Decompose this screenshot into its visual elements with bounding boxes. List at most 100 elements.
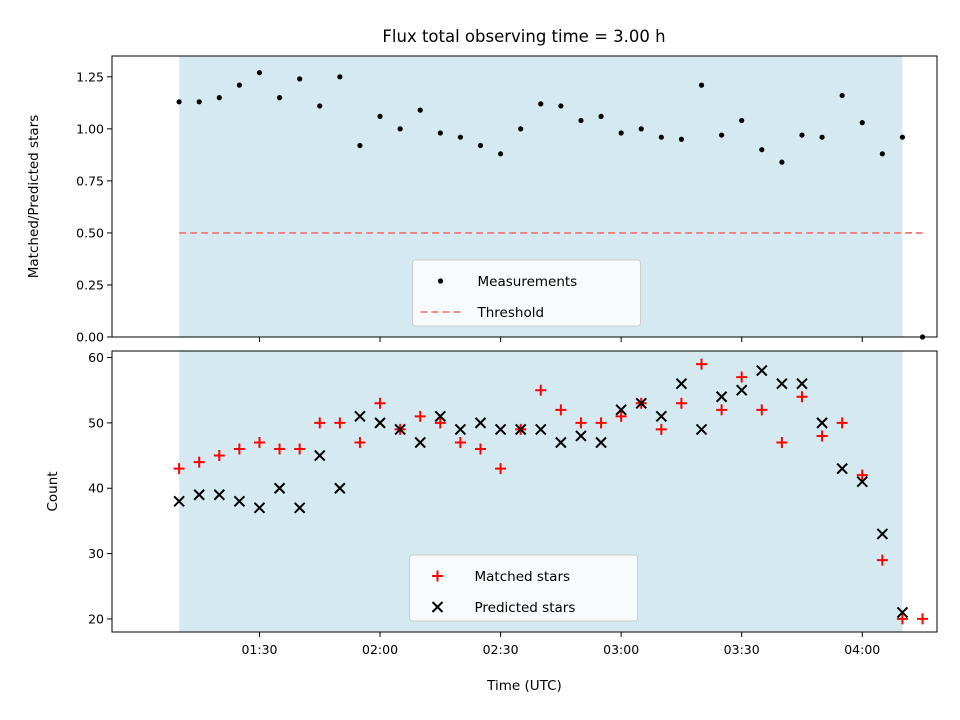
matched-point [495,463,507,475]
matched-point [655,423,667,435]
predicted-point [293,502,306,514]
measurement-point [196,99,202,105]
matched-point [253,436,265,448]
matched-point [193,456,205,468]
bottom-panel: 20 30 40 50 60 01:30 02:00 02:30 03:00 03:30 04:00… [45,350,938,694]
measurement-point [538,101,544,107]
measurement-point [417,107,423,113]
y-tick-label: 40 [88,481,104,496]
measurement-point [457,134,464,140]
matched-point [414,410,426,422]
y-tick-label: 50 [88,415,104,430]
legend-label: Measurements [478,274,578,290]
legend-box [409,554,638,622]
predicted-point [695,423,708,436]
predicted-point [816,417,828,429]
x-tick-label: 03:00 [603,642,639,657]
axes-frame [111,55,938,338]
legend-label: Matched stars [475,569,571,585]
predicted-point [876,528,889,540]
predicted-point [374,417,386,429]
predicted-point [414,436,426,449]
matched-point [896,613,908,625]
matched-point [213,450,225,462]
x-axis-label: Time (UTC) [486,678,562,694]
predicted-point [233,495,246,508]
measurement-point [859,120,865,126]
predicted-point [253,502,266,514]
predicted-point [514,423,527,436]
y-axis-label: Count [45,471,61,511]
predicted-point [193,489,205,501]
matched-point [856,469,868,481]
axes-frame [111,350,938,633]
y-tick-label: 0.00 [76,330,104,345]
matched-point [615,410,627,422]
matched-point [716,404,728,416]
y-tick-label: 0.50 [76,225,104,240]
measurement-point [739,117,745,124]
measurement-point [598,113,604,119]
series-predicted-stars [173,364,909,619]
y-tick-label: 20 [88,611,104,626]
matched-point [736,371,748,383]
legend-box [412,259,641,327]
measurement-point [437,130,443,136]
measurement-point [698,82,705,88]
top-panel: 0.00 0.25 0.50 0.75 1.00 1.25 Matched/Predicte… [26,55,938,345]
legend-predicted-marker [431,601,444,613]
matched-point [816,430,828,442]
x-tick-label: 02:30 [483,642,519,657]
y-tick-label: 0.25 [76,277,104,292]
measurement-point [216,95,222,101]
matched-point [233,443,245,455]
measurement-point [678,136,685,142]
measurement-point [658,134,664,140]
matched-point [374,397,386,409]
matched-point [836,417,848,429]
y-tick-label: 60 [88,350,104,365]
predicted-point [896,606,909,619]
x-tick-label: 01:30 [241,642,277,657]
measurement-point [317,103,323,109]
matched-point [454,436,466,448]
predicted-point [615,404,627,416]
y-tick-label: 1.00 [76,121,104,136]
legend: Matched stars Predicted stars [409,554,638,622]
y-tick-label: 30 [88,546,104,561]
predicted-point [655,410,668,423]
predicted-point [555,436,567,449]
legend-label: Predicted stars [475,600,576,616]
matched-point [434,417,446,429]
matched-point [555,404,567,416]
predicted-point [213,489,226,501]
series-matched-stars [173,358,929,625]
predicted-point [334,482,346,494]
chart-title: Flux total observing time = 3.00 h [382,27,665,46]
predicted-point [575,430,587,442]
matched-point [314,417,326,429]
predicted-point [314,449,326,462]
measurement-point [276,95,283,101]
measurement-point [477,142,484,149]
x-tick-label: 02:00 [362,642,398,657]
predicted-point [535,423,547,436]
predicted-point [434,410,447,423]
measurement-point [759,147,765,153]
measurement-point [839,92,845,99]
predicted-point [675,377,688,390]
predicted-point [595,436,607,449]
predicted-point [454,423,467,436]
predicted-point [836,462,848,475]
measurement-point [558,103,564,109]
measurement-point [337,74,343,80]
matched-point [575,417,587,429]
legend-matched-marker [432,570,443,582]
matched-point [876,554,888,566]
legend-label: Threshold [477,305,545,321]
x-tick-label: 03:30 [724,642,760,657]
measurement-point [176,99,182,105]
predicted-point [776,377,788,390]
measurement-point [397,126,403,132]
